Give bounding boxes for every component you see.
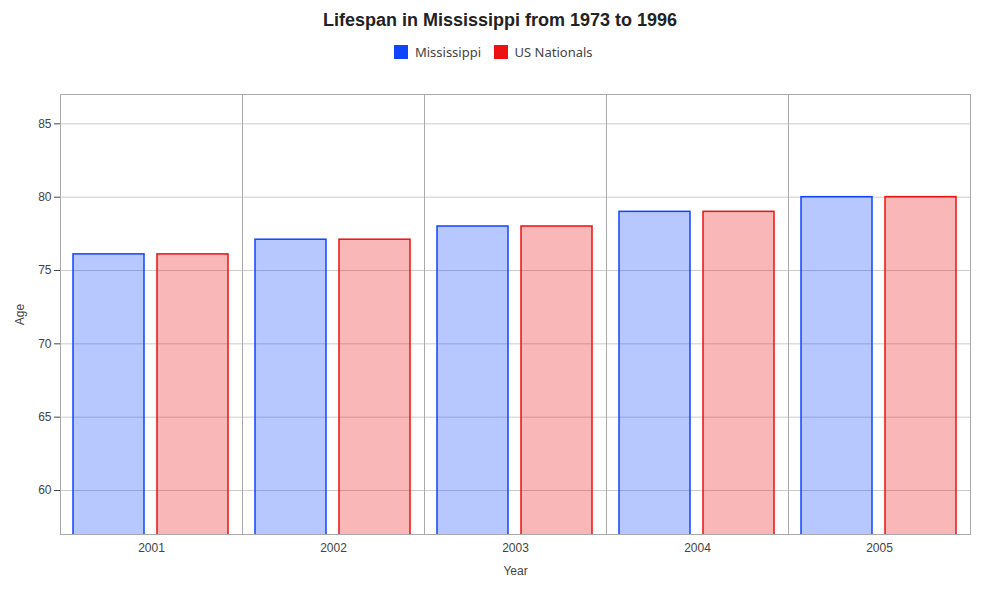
svg-text:65: 65: [38, 410, 52, 424]
html-text:Lifespan in Mississippi from 1: Lifespan in Mississippi from 1973 to 199…: [322, 10, 678, 30]
svg-text:2005: 2005: [866, 541, 893, 555]
svg-text:2003: 2003: [502, 541, 529, 555]
html-text:US Nationals: US Nationals: [514, 42, 593, 61]
svg-text:70: 70: [38, 336, 52, 350]
svg-text:2002: 2002: [320, 541, 347, 555]
svg-text:2004: 2004: [684, 541, 711, 555]
svg-text:75: 75: [38, 263, 52, 277]
svg-text:85: 85: [38, 116, 52, 130]
svg-text:Age: Age: [13, 303, 27, 325]
svg-text:2001: 2001: [138, 541, 165, 555]
html-text:Mississippi: Mississippi: [414, 42, 481, 61]
svg-text:Year: Year: [503, 563, 527, 577]
svg-text:60: 60: [38, 483, 52, 497]
svg-text:80: 80: [38, 190, 52, 204]
